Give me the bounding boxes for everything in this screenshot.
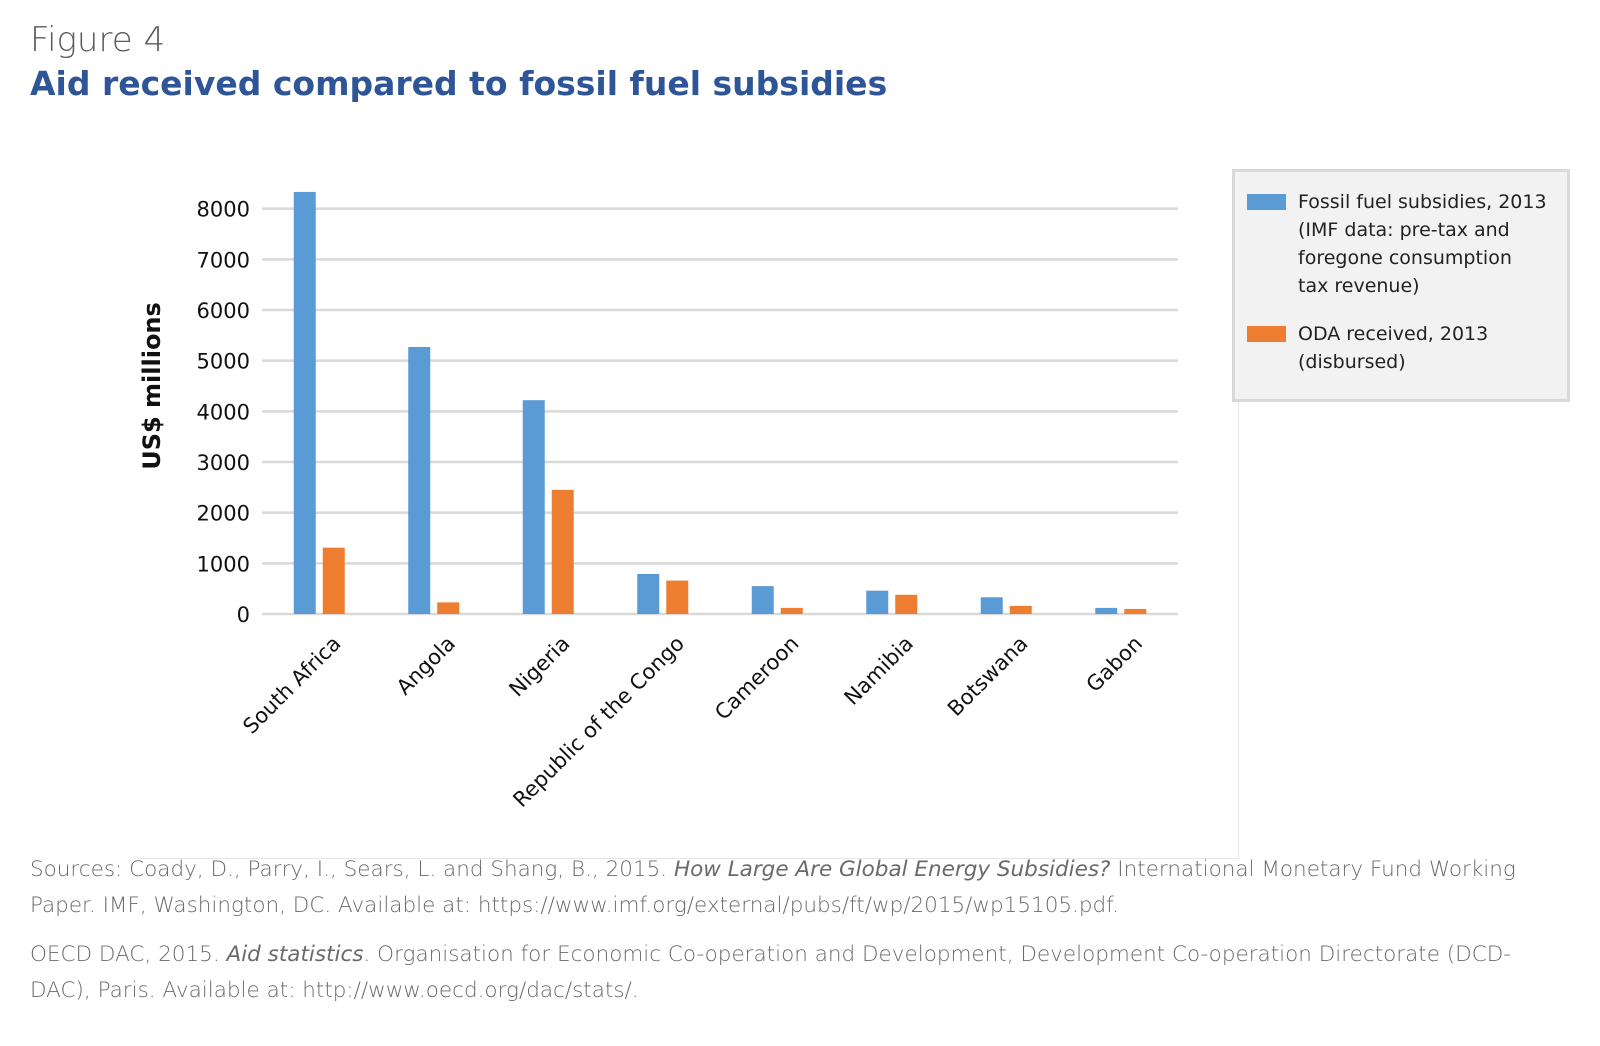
legend-swatch-fossil xyxy=(1247,194,1286,210)
legend-swatch-oda xyxy=(1247,326,1286,342)
bar-oda-received xyxy=(1009,605,1032,614)
bar-fossil-subsidies xyxy=(637,573,660,614)
legend-text-line: ODA received, 2013 xyxy=(1298,323,1489,345)
bar-fossil-subsidies xyxy=(293,191,316,615)
bar-chart: 0100020003000400050006000700080009000US$… xyxy=(138,191,1178,812)
y-axis-title: US$ millions xyxy=(138,302,166,470)
figure-title: Aid received compared to fossil fuel sub… xyxy=(30,64,888,103)
bar-oda-received xyxy=(666,580,689,614)
x-category-label: Cameroon xyxy=(710,631,803,724)
bar-fossil-subsidies xyxy=(522,400,545,614)
legend-text-line: tax revenue) xyxy=(1298,275,1420,297)
y-tick-label: 3000 xyxy=(197,451,250,475)
y-tick-label: 2000 xyxy=(197,502,250,526)
y-tick-label: 7000 xyxy=(197,248,250,272)
y-tick-label: 6000 xyxy=(197,299,250,323)
bar-oda-received xyxy=(551,489,574,614)
chart-legend: Fossil fuel subsidies, 2013 (IMF data: p… xyxy=(1232,169,1570,402)
source-italic-title: Aid statistics xyxy=(226,942,364,967)
chart-area: 0100020003000400050006000700080009000US$… xyxy=(138,180,1239,859)
legend-item-oda: ODA received, 2013 (disbursed) xyxy=(1247,320,1558,376)
legend-text-line: (IMF data: pre-tax and xyxy=(1298,219,1510,241)
source-text: International Monetary Fund Working Pape… xyxy=(30,857,1516,918)
x-category-label: South Africa xyxy=(238,631,345,738)
source-text: . Organisation for Economic Co-operation… xyxy=(30,942,1512,1003)
bar-oda-received xyxy=(437,602,460,614)
x-category-label: Gabon xyxy=(1082,631,1148,697)
legend-text-line: Fossil fuel subsidies, 2013 xyxy=(1298,191,1547,213)
bar-oda-received xyxy=(322,547,345,614)
x-category-label: Angola xyxy=(392,631,460,699)
bar-fossil-subsidies xyxy=(866,590,889,614)
y-tick-label: 4000 xyxy=(197,400,250,424)
bar-oda-received xyxy=(895,594,918,614)
bar-fossil-subsidies xyxy=(980,597,1003,614)
x-category-label: Botswana xyxy=(943,631,1033,721)
figure-label: Figure 4 xyxy=(30,20,166,60)
source-text: OECD DAC, 2015. xyxy=(30,942,227,967)
legend-text-line: foregone consumption xyxy=(1298,247,1512,269)
source-citation-oecd: OECD DAC, 2015. Aid statistics. Organisa… xyxy=(30,937,1570,1009)
source-italic-title: How Large Are Global Energy Subsidies? xyxy=(673,857,1111,882)
y-tick-label: 5000 xyxy=(197,350,250,374)
y-tick-label: 1000 xyxy=(197,552,250,576)
y-tick-label: 8000 xyxy=(197,198,250,222)
y-tick-label: 0 xyxy=(237,603,250,627)
legend-text-line: (disbursed) xyxy=(1298,351,1406,373)
source-citation-imf: Sources: Coady, D., Parry, I., Sears, L.… xyxy=(30,852,1570,924)
bar-fossil-subsidies xyxy=(1095,607,1118,614)
bar-oda-received xyxy=(780,607,803,614)
bar-fossil-subsidies xyxy=(751,586,774,614)
bar-fossil-subsidies xyxy=(408,346,431,614)
x-category-label: Nigeria xyxy=(504,631,574,701)
x-category-label: Namibia xyxy=(840,631,918,709)
source-text: Sources: Coady, D., Parry, I., Sears, L.… xyxy=(30,857,674,882)
bar-oda-received xyxy=(1124,608,1147,614)
legend-item-fossil: Fossil fuel subsidies, 2013 (IMF data: p… xyxy=(1247,188,1558,300)
